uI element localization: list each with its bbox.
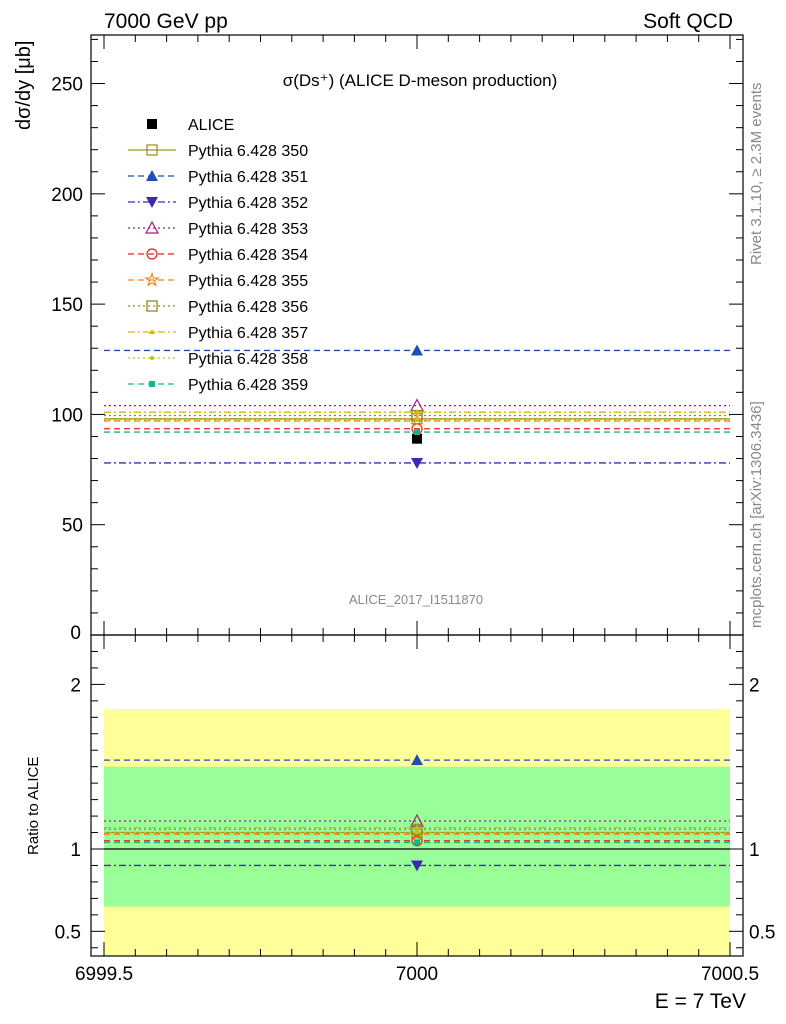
ratio-x-tick-label: 7000 bbox=[396, 964, 438, 985]
ratio-y-tick-label: 1 bbox=[70, 840, 81, 861]
ratio-x-tick-label: 7000.5 bbox=[701, 964, 759, 985]
side-label-bottom: mcplots.cern.ch [arXiv:1306.3436] bbox=[748, 401, 765, 628]
main-ylabel: dσ/dy [μb] bbox=[13, 41, 35, 130]
legend-label-9: Pythia 6.428 358 bbox=[188, 351, 308, 368]
legend-label-0: ALICE bbox=[188, 117, 234, 134]
legend-label-7: Pythia 6.428 356 bbox=[188, 299, 308, 316]
ratio-point-4 bbox=[411, 835, 423, 847]
legend-marker-9 bbox=[150, 356, 154, 360]
legend-label-5: Pythia 6.428 354 bbox=[188, 247, 308, 264]
legend-label-1: Pythia 6.428 350 bbox=[188, 143, 308, 160]
ratio-x-tick-label: 6999.5 bbox=[75, 964, 133, 985]
legend-label-6: Pythia 6.428 355 bbox=[188, 273, 308, 290]
legend-marker-3 bbox=[146, 197, 158, 208]
main-y-tick-label-zero: 0 bbox=[70, 623, 81, 644]
legend-marker-2 bbox=[146, 170, 158, 181]
legend-label-2: Pythia 6.428 351 bbox=[188, 169, 308, 186]
ratio-point-7 bbox=[414, 824, 420, 830]
legend-marker-0 bbox=[147, 119, 157, 129]
ratio-y-tick-label: 2 bbox=[70, 675, 81, 696]
legend-marker-1 bbox=[146, 144, 158, 156]
side-label-top: Rivet 3.1.10, ≥ 2.3M events bbox=[748, 83, 765, 266]
ratio-y-tick-label: 0.5 bbox=[55, 922, 81, 943]
data-point-8 bbox=[414, 409, 420, 415]
legend-label-3: Pythia 6.428 352 bbox=[188, 195, 308, 212]
x-axis-label: E = 7 TeV bbox=[655, 990, 746, 1013]
main-title: σ(Ds⁺) (ALICE D-meson production) bbox=[283, 71, 558, 90]
ratio-point-9 bbox=[414, 839, 420, 846]
ratio-y-tick-label-right: 2 bbox=[749, 675, 760, 696]
legend-label-4: Pythia 6.428 353 bbox=[188, 221, 308, 238]
data-point-0 bbox=[412, 433, 422, 444]
ratio-point-2 bbox=[411, 860, 423, 872]
header-right: Soft QCD bbox=[643, 10, 733, 33]
ratio-panel: 0.5 0.5 1 1 2 2 6999.5 7000 7000.5 bbox=[55, 634, 775, 985]
legend-marker-4 bbox=[144, 220, 160, 234]
legend-label-8: Pythia 6.428 357 bbox=[188, 325, 308, 342]
main-panel: 50 100 150 200 250 0 ALICE Pythia 6.428 350 Pyth… bbox=[51, 34, 744, 644]
data-point-3 bbox=[411, 457, 423, 469]
header-left: 7000 GeV pp bbox=[104, 10, 228, 33]
legend-marker-8 bbox=[149, 329, 155, 334]
ratio-y-tick-label-right: 0.5 bbox=[749, 922, 775, 943]
analysis-tag: ALICE_2017_I1511870 bbox=[349, 592, 483, 607]
main-y-tick-label: 250 bbox=[51, 75, 83, 96]
ratio-point-8 bbox=[415, 830, 419, 835]
ratio-ylabel: Ratio to ALICE bbox=[25, 757, 42, 855]
ratio-point-1 bbox=[411, 754, 423, 766]
main-y-tick-label: 150 bbox=[51, 295, 83, 316]
data-point-4 bbox=[409, 398, 425, 412]
main-y-tick-label: 100 bbox=[51, 405, 83, 426]
ratio-y-tick-label-right: 1 bbox=[749, 840, 760, 861]
legend-marker-5 bbox=[146, 248, 158, 260]
main-y-tick-label: 50 bbox=[62, 516, 83, 537]
main-y-tick-label: 200 bbox=[51, 185, 83, 206]
legend-marker-6 bbox=[144, 271, 160, 287]
data-point-2 bbox=[411, 344, 423, 356]
legend-marker-7 bbox=[146, 300, 158, 312]
legend-label-10: Pythia 6.428 359 bbox=[188, 377, 308, 394]
data-point-9 bbox=[415, 417, 419, 422]
data-point-10 bbox=[414, 429, 420, 436]
legend-marker-10 bbox=[149, 381, 155, 387]
